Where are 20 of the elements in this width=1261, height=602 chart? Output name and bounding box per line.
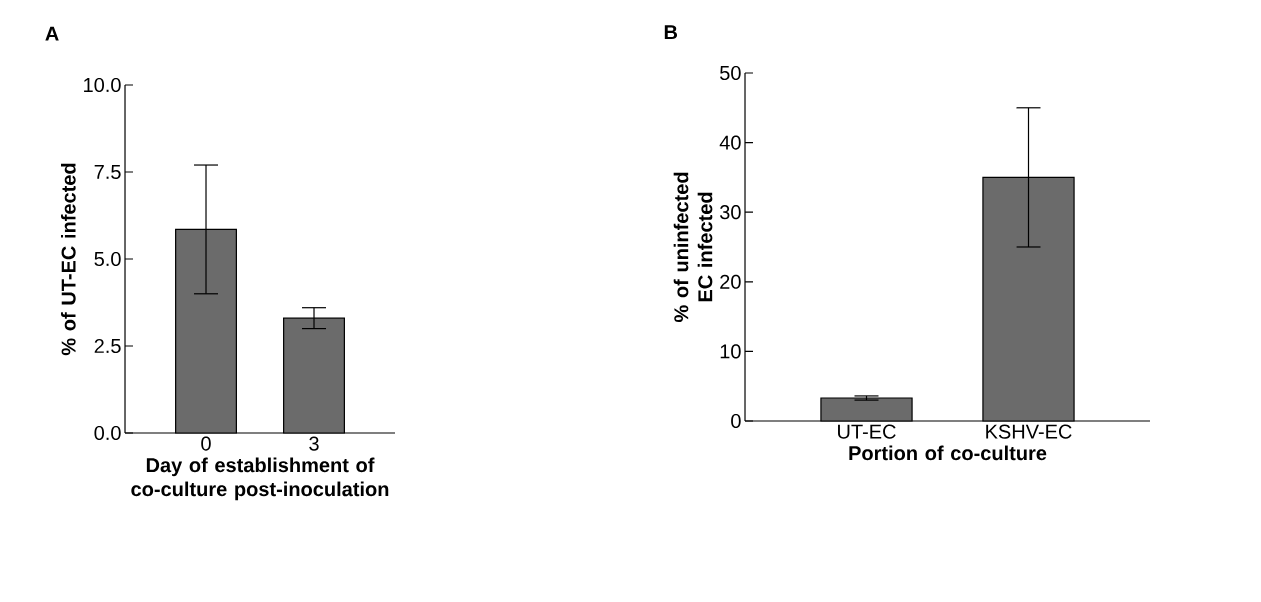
x-tick-label: 3 <box>309 436 319 451</box>
y-tick-label: 10.0 <box>84 77 121 93</box>
y-tick-label: 0 <box>731 413 741 429</box>
y-tick-label: 0.0 <box>94 425 121 441</box>
y-tick-label: 30 <box>719 205 741 220</box>
y-tick-label: 50 <box>720 65 741 81</box>
y-axis-title: % of UT-EC infected <box>61 163 76 356</box>
x-axis-title: Day of establishment of co-culture post-inoculation <box>131 457 389 501</box>
x-tick-label: UT-EC <box>838 424 896 439</box>
y-tick-label: 40 <box>719 135 741 150</box>
x-tick-label: KSHV-EC <box>986 424 1072 439</box>
y-tick-label: 5.0 <box>94 251 121 267</box>
y-axis-title: % of uninfected EC infected <box>673 172 713 323</box>
chart-title: A <box>45 26 59 41</box>
y-tick-label: 7.5 <box>94 165 121 179</box>
y-tick-label: 2.5 <box>94 338 121 354</box>
chart-title: B <box>664 25 678 40</box>
y-tick-label: 10 <box>720 344 741 359</box>
x-axis-title: Portion of co-culture <box>849 445 1047 461</box>
y-tick-label: 20 <box>720 274 741 289</box>
